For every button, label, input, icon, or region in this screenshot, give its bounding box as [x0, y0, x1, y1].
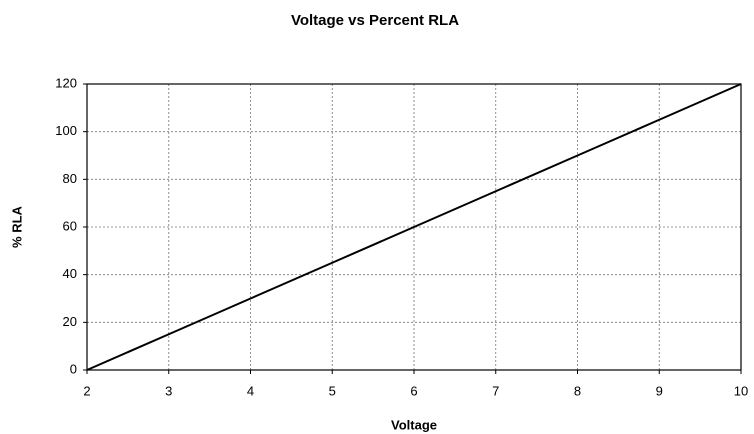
y-tick-label: 40 — [63, 266, 77, 281]
y-tick-label: 100 — [55, 123, 77, 138]
data-line — [86, 83, 742, 371]
y-tick-label: 120 — [55, 75, 77, 90]
x-tick-label: 7 — [492, 383, 499, 398]
y-tick-label: 60 — [63, 218, 77, 233]
x-axis-label: Voltage — [391, 417, 437, 432]
x-tick-label: 3 — [165, 383, 172, 398]
chart-title: Voltage vs Percent RLA — [291, 12, 459, 29]
x-tick-label: 5 — [329, 383, 336, 398]
y-axis-label: % RLA — [9, 205, 24, 248]
x-tick-label: 10 — [734, 383, 748, 398]
x-tick-label: 9 — [656, 383, 663, 398]
x-tick-label: 4 — [247, 383, 254, 398]
y-tick-label: 80 — [63, 171, 77, 186]
x-tick-label: 2 — [83, 383, 90, 398]
x-tick-label: 8 — [574, 383, 581, 398]
y-tick-label: 0 — [70, 361, 77, 376]
x-tick-label: 6 — [410, 383, 417, 398]
y-tick-label: 20 — [63, 314, 77, 329]
plot-frame — [86, 83, 742, 371]
